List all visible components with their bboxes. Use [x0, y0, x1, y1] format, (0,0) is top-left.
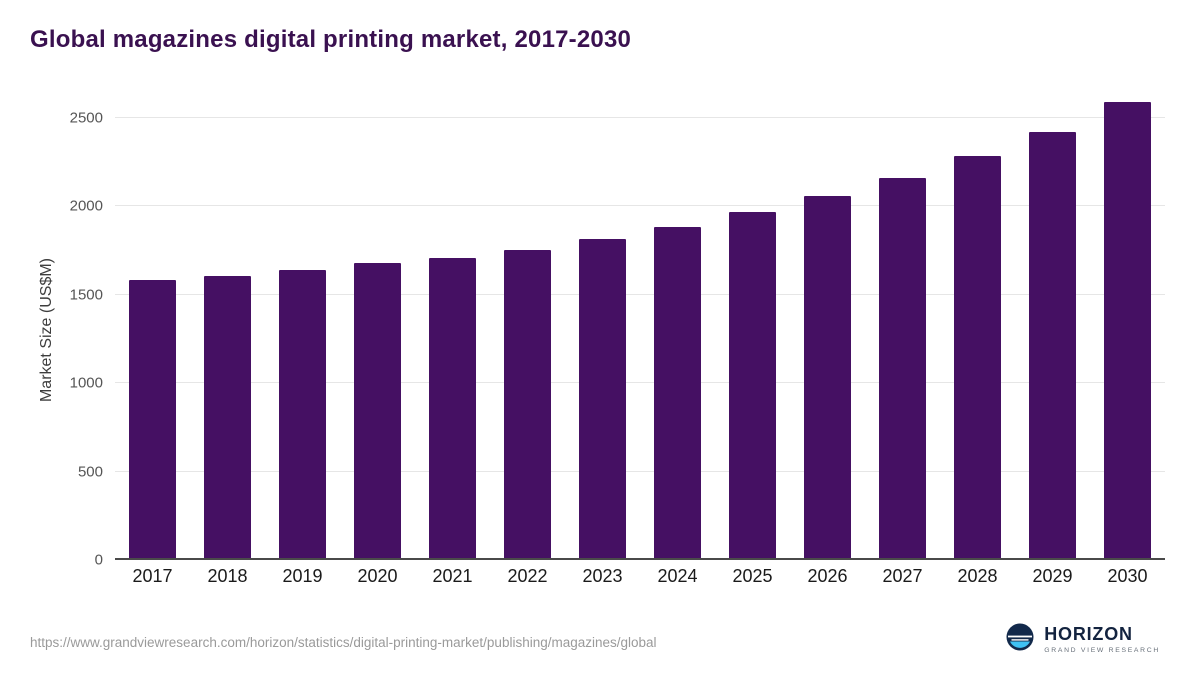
plot-area: 0 500 1000 1500 2000 2500 [70, 100, 1165, 569]
x-tick-label-2020: 2020 [357, 566, 398, 586]
y-tick-label-2500: 2500 [69, 109, 103, 127]
bar-2024 [654, 226, 701, 560]
x-tick-label-2030: 2030 [1107, 566, 1148, 586]
x-tick-label-2027: 2027 [882, 566, 923, 586]
bar-2018 [204, 276, 251, 560]
horizon-logo: HORIZON GRAND VIEW RESEARCH [1005, 622, 1160, 657]
bars-container [115, 100, 1165, 560]
bar-column-2025 [715, 100, 790, 560]
bar-column-2028 [940, 100, 1015, 560]
bar-column-2029 [1015, 100, 1090, 560]
bar-2028 [954, 155, 1001, 560]
bar-column-2024 [640, 100, 715, 560]
horizon-logo-name: HORIZON [1044, 623, 1133, 644]
bar-column-2030 [1090, 100, 1165, 560]
x-tick-label-2018: 2018 [207, 566, 248, 586]
gridline-1500 [115, 293, 1165, 295]
y-tick-label-0: 0 [94, 551, 103, 569]
x-axis-labels: 2017 2018 2019 2020 2021 2022 2023 2024 2025 2026… [115, 566, 1165, 587]
chart-title: Global magazines digital printing market… [30, 26, 632, 53]
x-tick-label-2022: 2022 [507, 566, 548, 586]
x-tick-label-2026: 2026 [807, 566, 848, 586]
y-tick-label-2000: 2000 [69, 197, 103, 215]
horizon-logo-text: HORIZON GRAND VIEW RESEARCH [1044, 623, 1160, 654]
bar-2017 [129, 280, 176, 560]
gridline-500 [115, 470, 1165, 472]
bar-column-2023 [565, 100, 640, 560]
source-url: https://www.grandviewresearch.com/horizo… [30, 635, 657, 650]
x-tick-label-2029: 2029 [1032, 566, 1073, 586]
bar-2021 [429, 258, 476, 560]
bar-column-2026 [790, 100, 865, 560]
bar-2020 [354, 262, 401, 560]
x-tick-label-2028: 2028 [957, 566, 998, 586]
bar-2023 [579, 238, 626, 560]
bar-column-2020 [340, 100, 415, 560]
y-tick-label-500: 500 [77, 463, 103, 481]
gridline-2500 [115, 116, 1165, 118]
gridline-2000 [115, 205, 1165, 207]
bar-column-2022 [490, 100, 565, 560]
bar-2026 [804, 196, 851, 560]
x-tick-label-2017: 2017 [132, 566, 173, 586]
bar-2025 [729, 212, 776, 560]
bar-2030 [1104, 101, 1151, 560]
bar-column-2017 [115, 100, 190, 560]
bar-2029 [1029, 131, 1076, 560]
horizon-logo-icon [1005, 622, 1035, 657]
y-tick-label-1500: 1500 [69, 286, 103, 304]
x-tick-label-2024: 2024 [657, 566, 698, 586]
x-tick-label-2019: 2019 [282, 566, 323, 586]
x-tick-label-2021: 2021 [432, 566, 473, 586]
bar-column-2019 [265, 100, 340, 560]
bar-2019 [279, 269, 326, 560]
bar-column-2018 [190, 100, 265, 560]
bar-column-2021 [415, 100, 490, 560]
x-tick-label-2025: 2025 [732, 566, 773, 586]
x-tick-label-2023: 2023 [582, 566, 623, 586]
horizon-logo-subtitle: GRAND VIEW RESEARCH [1044, 646, 1160, 654]
x-axis-line [115, 558, 1165, 560]
bar-2027 [879, 177, 926, 560]
y-tick-label-1000: 1000 [69, 374, 103, 392]
bar-2022 [504, 249, 551, 560]
bar-column-2027 [865, 100, 940, 560]
gridline-1000 [115, 382, 1165, 384]
